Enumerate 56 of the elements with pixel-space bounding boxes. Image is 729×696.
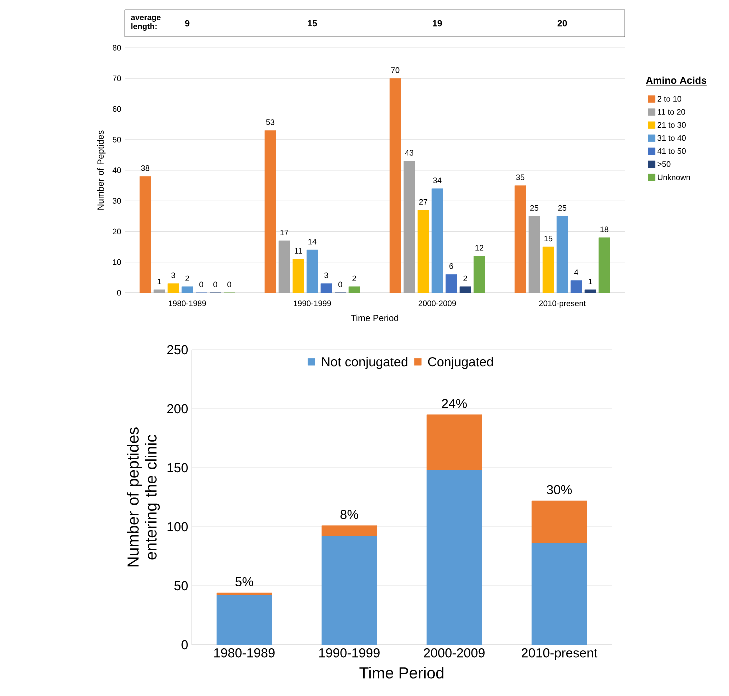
legend-label: Not conjugated xyxy=(322,357,408,370)
bar xyxy=(348,286,360,294)
text: 9 xyxy=(185,20,190,27)
bar xyxy=(514,186,526,294)
bar xyxy=(532,500,588,544)
text: 19 xyxy=(433,20,442,27)
y-tick-label: 50 xyxy=(174,581,188,591)
annotation: 24% xyxy=(442,399,468,408)
bar xyxy=(404,161,416,294)
bar xyxy=(598,238,610,294)
bar xyxy=(140,176,152,294)
bar xyxy=(168,284,180,294)
bar xyxy=(446,274,458,294)
legend-title: Amino Acids xyxy=(646,76,707,84)
bar xyxy=(278,240,290,294)
text: 20 xyxy=(558,20,568,27)
bar xyxy=(322,526,378,537)
bar xyxy=(320,284,332,294)
y-tick-label: 250 xyxy=(168,345,188,355)
bar xyxy=(426,414,482,471)
bar xyxy=(264,130,276,294)
bar xyxy=(292,259,304,294)
legend-label: Conjugated xyxy=(428,357,494,370)
bar xyxy=(154,290,166,294)
bar xyxy=(584,290,596,294)
annotation: 8% xyxy=(340,510,358,520)
x-tick-label: 1990-1999 xyxy=(320,648,380,658)
bar xyxy=(390,78,402,294)
y-tick-label: 0 xyxy=(182,640,188,650)
y-tick-label: 150 xyxy=(168,463,188,473)
bar xyxy=(570,280,582,294)
x-axis-title: Time Period xyxy=(360,667,444,679)
y-axis-title: Number of Peptides xyxy=(97,130,106,210)
x-axis-title: Time Period xyxy=(351,314,398,322)
x-tick-label: 1980-1989 xyxy=(214,648,275,658)
y-axis-title: Number of peptides entering the clinic xyxy=(127,428,160,567)
bar xyxy=(182,286,194,294)
bar xyxy=(532,543,588,646)
bar xyxy=(556,216,568,294)
bar xyxy=(542,246,554,294)
annotation: 30% xyxy=(547,485,572,495)
text: 15 xyxy=(308,20,318,27)
bar xyxy=(306,250,318,294)
annotation: 5% xyxy=(236,577,254,587)
x-tick-label: 2000-2009 xyxy=(424,648,485,658)
y-tick-label: 100 xyxy=(168,522,188,532)
bar xyxy=(322,536,378,646)
bar xyxy=(460,286,472,294)
x-tick-label: 2010-present xyxy=(522,648,598,660)
bar xyxy=(528,216,540,294)
bar xyxy=(418,210,430,294)
bar xyxy=(432,188,444,294)
bar xyxy=(474,256,486,294)
y-tick-label: 200 xyxy=(168,404,188,414)
bar xyxy=(426,470,482,646)
bar xyxy=(216,595,272,646)
